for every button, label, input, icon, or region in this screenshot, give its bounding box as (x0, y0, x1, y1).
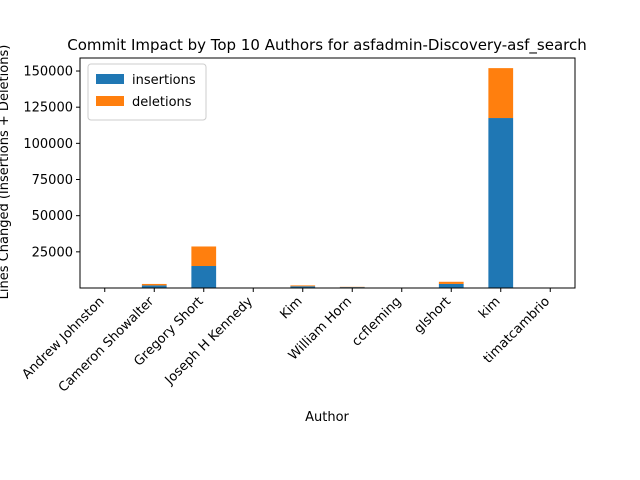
bar-deletions-1 (141, 283, 167, 286)
bar-deletions-8 (488, 68, 514, 119)
legend-label-deletions: deletions (132, 95, 192, 110)
y-tick-label-4: 125000 (23, 101, 73, 116)
bar-deletions-4 (290, 285, 316, 287)
bar-insertions-8 (488, 118, 514, 288)
legend-swatch-deletions (96, 96, 124, 106)
bar-deletions-7 (438, 281, 464, 284)
axes-frame (79, 57, 576, 289)
bar-insertions-1 (141, 285, 167, 288)
y-tick-label-1: 50000 (32, 209, 73, 224)
bar-insertions-2 (191, 266, 217, 288)
y-tick-label-2: 75000 (32, 173, 73, 188)
y-axis-title: Lines Changed (Insertions + Deletions) (0, 45, 12, 300)
legend-label-insertions: insertions (132, 73, 196, 88)
legend-swatch-insertions (96, 74, 124, 84)
y-tick-label-0: 25000 (32, 245, 73, 260)
y-tick-label-3: 100000 (23, 137, 73, 152)
bar-insertions-7 (438, 283, 464, 288)
y-tick-label-5: 150000 (23, 65, 73, 80)
bar-deletions-2 (191, 246, 217, 267)
x-axis-title: Author (305, 410, 349, 425)
bar-insertions-4 (290, 286, 316, 288)
legend: insertions deletions (87, 63, 207, 121)
chart-title: Commit Impact by Top 10 Authors for asfa… (67, 36, 587, 55)
